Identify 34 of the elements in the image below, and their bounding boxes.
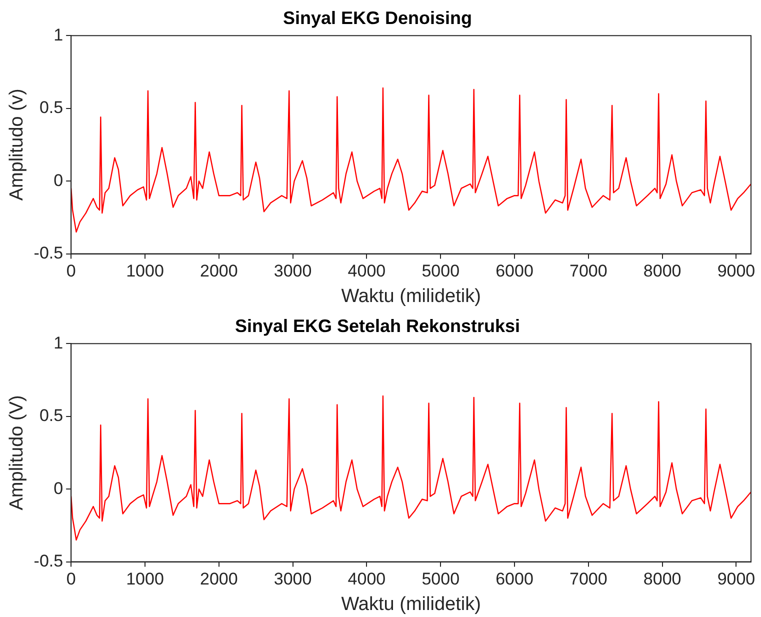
y-axis-title: Amplitudo (v) <box>6 88 28 201</box>
y-tick-label: -0.5 <box>34 243 64 262</box>
x-tick-label: 0 <box>66 262 76 281</box>
x-tick-label: 1000 <box>126 570 164 589</box>
x-tick-label: 7000 <box>570 570 608 589</box>
y-tick-label: 1 <box>54 333 64 352</box>
chart-title: Sinyal EKG Denoising <box>282 8 472 28</box>
x-tick-label: 0 <box>66 570 76 589</box>
y-axis-title: Amplitudo (V) <box>6 395 28 510</box>
x-tick-label: 1000 <box>126 262 164 281</box>
x-tick-label: 4000 <box>348 262 386 281</box>
x-axis-title: Waktu (milidetik) <box>341 286 481 307</box>
x-tick-label: 6000 <box>496 570 534 589</box>
chart-title: Sinyal EKG Setelah Rekonstruksi <box>234 316 520 336</box>
x-tick-label: 8000 <box>643 262 682 281</box>
x-axis-title: Waktu (milidetik) <box>341 594 481 615</box>
x-tick-label: 3000 <box>274 570 312 589</box>
x-tick-label: 2000 <box>200 570 238 589</box>
y-tick-label: 1 <box>54 25 64 44</box>
x-tick-label: 6000 <box>496 262 534 281</box>
y-tick-label: -0.5 <box>34 551 64 570</box>
x-tick-label: 7000 <box>570 262 608 281</box>
x-tick-label: 9000 <box>717 262 756 281</box>
x-tick-label: 5000 <box>422 262 460 281</box>
x-tick-label: 4000 <box>348 570 386 589</box>
y-tick-label: 0.5 <box>39 406 64 426</box>
y-tick-label: 0.5 <box>39 98 64 118</box>
x-tick-label: 9000 <box>717 570 756 589</box>
x-tick-label: 2000 <box>200 262 238 281</box>
x-tick-label: 8000 <box>643 570 682 589</box>
y-tick-label: 0 <box>54 170 64 190</box>
x-tick-label: 5000 <box>422 570 460 589</box>
y-tick-label: 0 <box>54 478 64 498</box>
x-tick-label: 3000 <box>274 262 312 281</box>
